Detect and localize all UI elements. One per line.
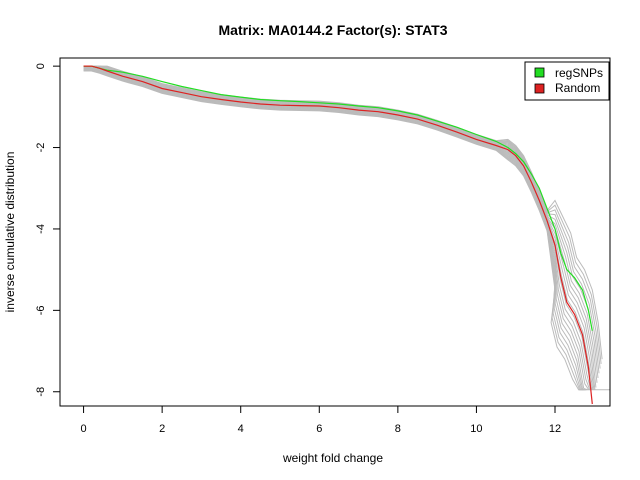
random-background-line <box>83 66 591 390</box>
y-tick-label: -2 <box>35 143 47 153</box>
random-background-line <box>83 65 603 360</box>
x-tick-label: 6 <box>316 423 322 435</box>
random-background-line <box>83 65 598 383</box>
y-tick-label: -4 <box>35 224 47 234</box>
random-background-line <box>83 69 585 391</box>
random-background-line <box>83 68 588 391</box>
x-tick-label: 10 <box>470 423 482 435</box>
chart-title: Matrix: MA0144.2 Factor(s): STAT3 <box>219 22 448 38</box>
x-tick-label: 8 <box>395 423 401 435</box>
random-background-line <box>83 67 590 390</box>
y-axis-title: inverse cumulative distribution <box>3 152 17 313</box>
random-background-line <box>83 70 583 391</box>
legend-swatch-regsnps <box>534 67 545 78</box>
series-lines <box>83 65 593 405</box>
random-background-line <box>83 65 597 388</box>
legend-swatch-random <box>534 83 545 94</box>
x-tick-label: 0 <box>81 423 87 435</box>
x-tick-label: 4 <box>238 423 244 435</box>
x-axis-title: weight fold change <box>282 451 383 465</box>
random-background-line <box>83 68 587 391</box>
x-tick-label: 12 <box>549 423 561 435</box>
x-axis: 0 2 4 6 8 10 12 <box>81 406 561 435</box>
random-background-line <box>83 65 596 390</box>
legend-label-regsnps: regSNPs <box>555 66 603 80</box>
y-tick-label: 0 <box>35 63 47 69</box>
y-tick-label: -6 <box>35 305 47 315</box>
plot-frame <box>59 57 611 407</box>
y-tick-label: -8 <box>35 387 47 397</box>
x-tick-label: 2 <box>159 423 165 435</box>
series-line-regsnps <box>83 65 593 331</box>
random-background-line <box>83 69 586 391</box>
legend: regSNPs Random <box>524 61 610 101</box>
random-background-line <box>83 65 593 390</box>
y-axis: 0 -2 -4 -6 -8 <box>35 63 60 397</box>
random-background-line <box>83 66 592 390</box>
random-background-line <box>83 70 584 391</box>
series-line-random <box>83 65 593 405</box>
random-background-lines <box>83 65 610 391</box>
random-background-line <box>83 65 594 390</box>
random-background-line <box>83 65 595 390</box>
legend-label-random: Random <box>555 81 600 95</box>
